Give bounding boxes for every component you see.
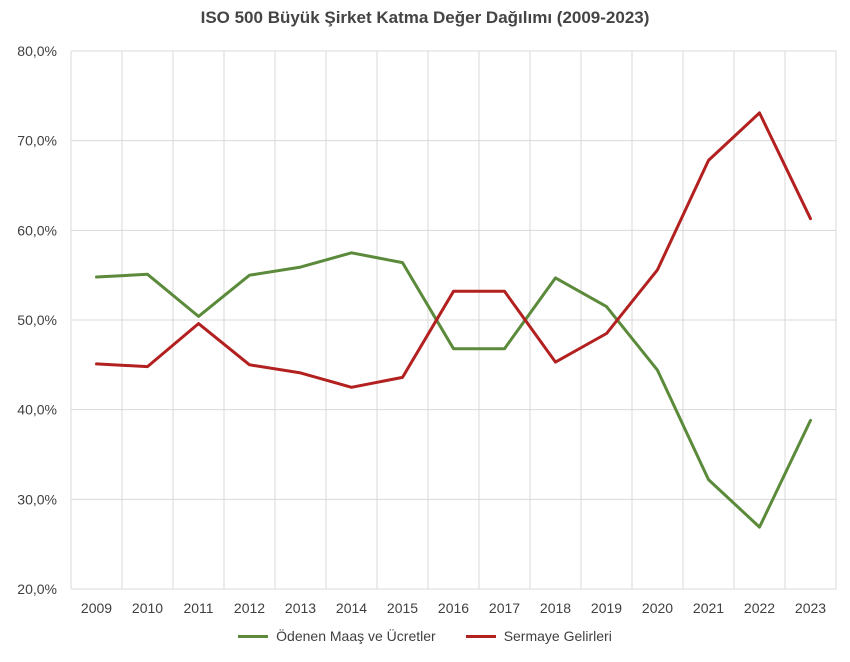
x-tick-label: 2014 bbox=[336, 600, 367, 616]
legend-swatch-capital bbox=[465, 634, 496, 638]
y-tick-label: 20,0% bbox=[17, 581, 57, 597]
x-tick-label: 2018 bbox=[540, 600, 571, 616]
y-tick-label: 70,0% bbox=[17, 133, 57, 149]
x-tick-label: 2019 bbox=[591, 600, 622, 616]
x-tick-label: 2011 bbox=[183, 600, 213, 616]
series-layer bbox=[95, 111, 812, 529]
y-tick-label: 60,0% bbox=[17, 222, 57, 238]
y-tick-label: 50,0% bbox=[17, 312, 57, 328]
x-tick-label: 2017 bbox=[489, 600, 520, 616]
x-tick-label: 2009 bbox=[81, 600, 112, 616]
x-tick-label: 2015 bbox=[387, 600, 418, 616]
x-tick-label: 2010 bbox=[132, 600, 163, 616]
grid-layer bbox=[70, 50, 837, 590]
legend-label-wages: Ödenen Maaş ve Ücretler bbox=[276, 628, 436, 644]
x-tick-label: 2012 bbox=[234, 600, 265, 616]
x-tick-label: 2013 bbox=[285, 600, 316, 616]
x-tick-label: 2021 bbox=[693, 600, 724, 616]
legend-item-capital: Sermaye Gelirleri bbox=[465, 628, 612, 644]
legend: Ödenen Maaş ve Ücretler Sermaye Gelirler… bbox=[0, 628, 850, 644]
chart-title: ISO 500 Büyük Şirket Katma Değer Dağılım… bbox=[200, 8, 650, 27]
legend-item-wages: Ödenen Maaş ve Ücretler bbox=[238, 628, 436, 644]
axis-layer: 20,0% 30,0% 40,0% 50,0% 60,0% 70,0% 80,0% 2009 2… bbox=[17, 43, 826, 616]
y-tick-label: 80,0% bbox=[17, 43, 57, 59]
x-tick-label: 2016 bbox=[438, 600, 469, 616]
legend-swatch-wages bbox=[238, 634, 269, 638]
x-tick-label: 2022 bbox=[744, 600, 775, 616]
x-tick-label: 2023 bbox=[795, 600, 826, 616]
x-tick-label: 2020 bbox=[642, 600, 673, 616]
y-tick-label: 30,0% bbox=[17, 491, 57, 507]
y-tick-label: 40,0% bbox=[17, 402, 57, 418]
legend-label-capital: Sermaye Gelirleri bbox=[503, 628, 612, 644]
